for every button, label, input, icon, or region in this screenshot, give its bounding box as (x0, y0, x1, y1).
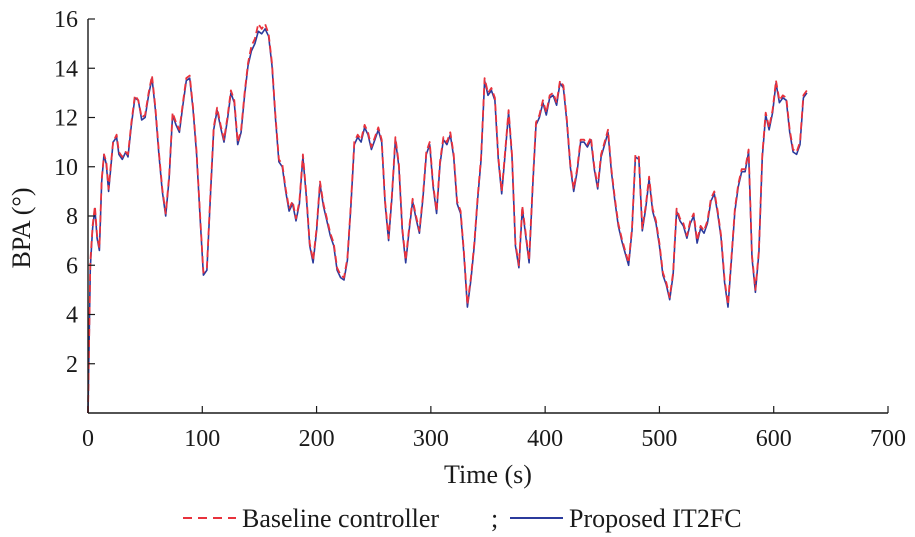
y-tick-label: 4 (66, 303, 78, 329)
x-axis-ticks: 0 100 200 300 400 500 600 700 (82, 406, 906, 452)
legend-label-proposed: Proposed IT2FC (569, 504, 742, 533)
x-axis-title: Time (s) (444, 460, 532, 489)
legend-separator: ; (491, 504, 498, 533)
y-tick-label: 2 (66, 352, 78, 378)
y-tick-label: 6 (66, 253, 78, 279)
y-tick-label: 8 (66, 204, 78, 230)
series-line-baseline-controller (87, 22, 808, 414)
x-tick-label: 700 (870, 426, 906, 452)
y-tick-label: 12 (54, 106, 78, 132)
x-tick-label: 500 (641, 426, 677, 452)
x-tick-label: 100 (184, 426, 220, 452)
series-line-proposed-it2fc (87, 28, 808, 414)
y-tick-label: 16 (54, 7, 78, 33)
y-tick-label: 10 (54, 155, 78, 181)
y-tick-label: 14 (54, 56, 78, 82)
legend-label-baseline: Baseline controller (242, 504, 439, 533)
plot-lines (87, 22, 808, 414)
x-tick-label: 600 (756, 426, 792, 452)
y-axis-ticks: 2 4 6 8 10 12 14 16 (54, 7, 95, 378)
legend: Baseline controller ; Proposed IT2FC (183, 504, 742, 533)
x-tick-label: 300 (413, 426, 449, 452)
y-axis-title: BPA (°) (7, 188, 36, 269)
x-tick-label: 200 (299, 426, 335, 452)
x-tick-label: 400 (527, 426, 563, 452)
x-tick-label: 0 (82, 426, 94, 452)
